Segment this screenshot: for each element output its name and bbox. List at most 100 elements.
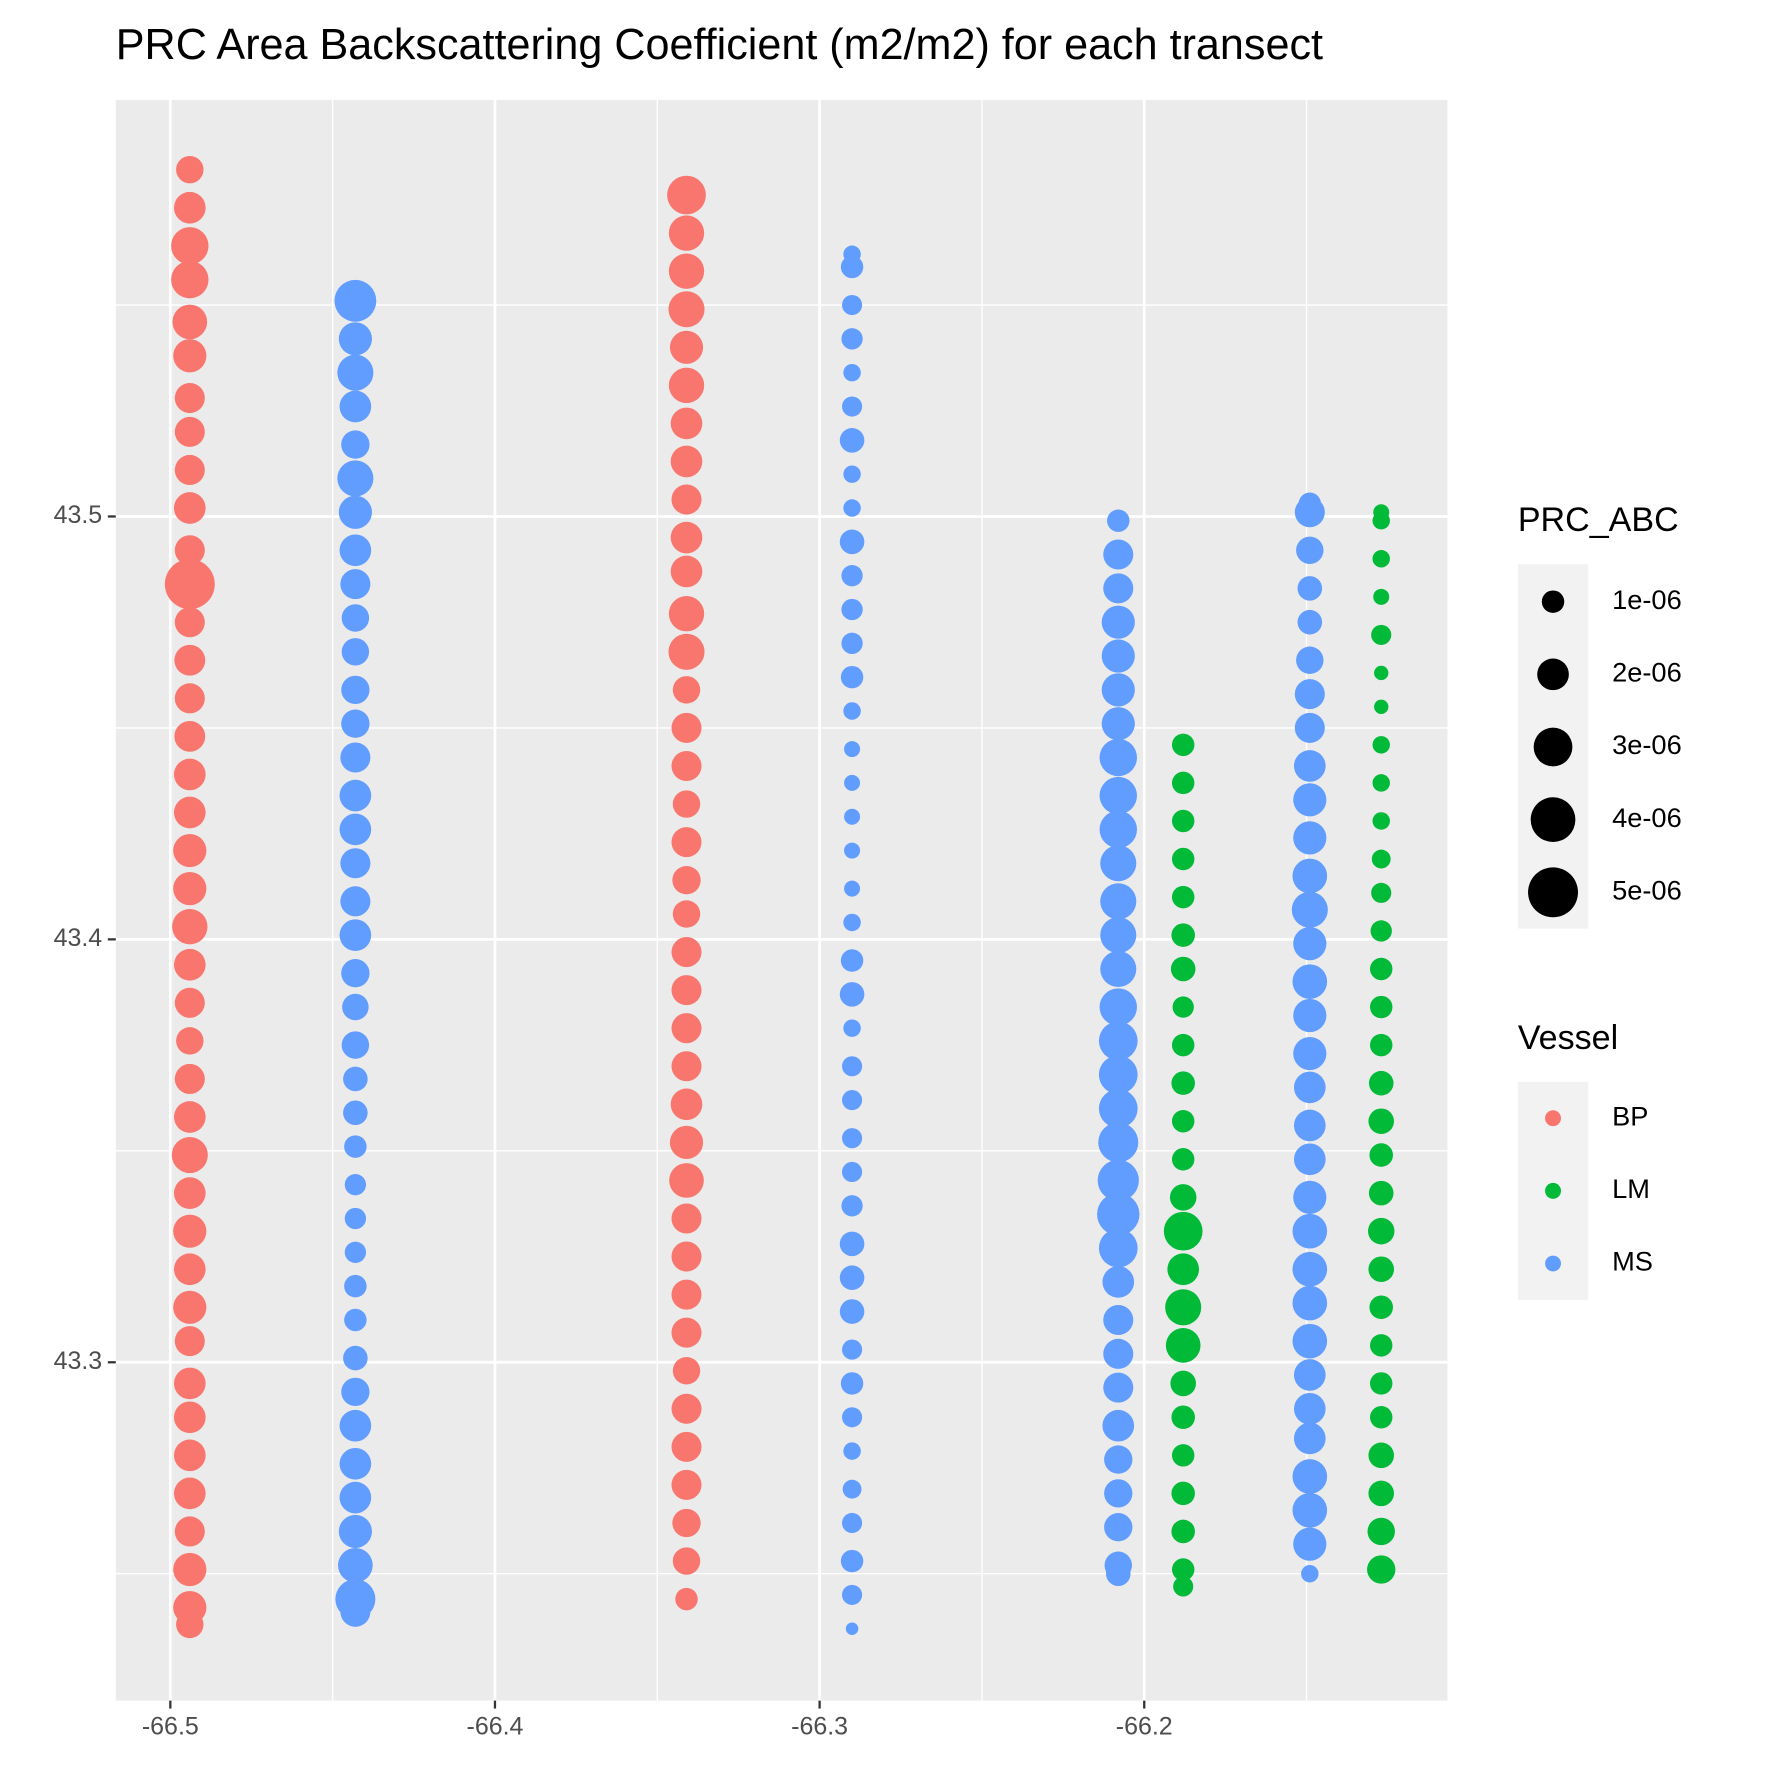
bubble <box>176 1610 204 1639</box>
bubble <box>1097 1193 1140 1236</box>
bubble <box>344 1207 367 1230</box>
bubble <box>845 1622 859 1635</box>
bubble <box>1291 891 1328 928</box>
bubble <box>1170 1370 1196 1397</box>
bubble <box>668 253 705 289</box>
size-legend-key <box>1537 658 1569 691</box>
bubble <box>174 1326 205 1357</box>
bubble <box>672 790 701 818</box>
bubble <box>844 774 861 791</box>
bubble <box>173 796 206 829</box>
bubble <box>668 215 705 251</box>
bubble <box>670 1088 703 1121</box>
bubble <box>341 1377 370 1407</box>
bubble <box>1372 812 1390 830</box>
bubble <box>343 1345 368 1371</box>
bubble <box>1369 1372 1393 1395</box>
bubble <box>174 416 205 447</box>
bubble <box>1163 1211 1203 1251</box>
bubble <box>1099 810 1137 849</box>
bubble <box>1165 1289 1202 1326</box>
bubble <box>669 1163 704 1198</box>
bubble <box>842 294 863 316</box>
bubble <box>1171 733 1195 757</box>
bubble <box>1369 1406 1393 1429</box>
bubble <box>1367 1217 1395 1245</box>
bubble <box>1293 1180 1327 1214</box>
bubble <box>675 1587 698 1611</box>
bubble <box>173 758 206 791</box>
bubble <box>1292 858 1328 894</box>
bubble <box>1098 1228 1138 1268</box>
color-legend-key <box>1545 1182 1561 1199</box>
bubble <box>1171 1071 1195 1095</box>
bubble <box>843 465 861 483</box>
bubble <box>334 279 377 322</box>
bubble <box>1369 1033 1393 1057</box>
bubble <box>344 1241 367 1263</box>
bubble <box>1374 699 1389 714</box>
bubble <box>669 1125 704 1159</box>
bubble <box>669 330 704 364</box>
bubble <box>1103 573 1134 604</box>
bubble <box>1104 1479 1133 1508</box>
bubble <box>339 1447 372 1480</box>
bubble <box>338 495 372 529</box>
bubble <box>1101 639 1135 673</box>
bubble <box>1292 1323 1328 1359</box>
bubble <box>672 900 701 928</box>
bubble <box>1294 712 1325 743</box>
bubble <box>176 155 204 184</box>
bubble <box>1371 882 1392 903</box>
bubble <box>173 1290 207 1324</box>
bubble <box>174 1063 205 1094</box>
bubble <box>843 1019 861 1037</box>
bubble <box>174 535 205 566</box>
size-legend-label: 1e-06 <box>1612 584 1682 615</box>
bubble <box>671 937 702 968</box>
bubble <box>670 555 703 588</box>
bubble <box>1293 1527 1327 1561</box>
bubble <box>173 339 207 373</box>
bubble <box>1292 1285 1328 1321</box>
bubble <box>173 1552 207 1587</box>
bubble <box>840 949 864 972</box>
bubble <box>1171 1558 1195 1581</box>
bubble <box>1171 1033 1195 1057</box>
bubble <box>1171 1444 1195 1467</box>
bubble <box>1171 771 1195 795</box>
bubble <box>671 1241 702 1272</box>
bubble <box>174 720 206 752</box>
bubble <box>1369 1295 1393 1320</box>
bubble <box>174 683 205 714</box>
bubble <box>341 430 370 459</box>
bubble <box>173 1253 206 1286</box>
size-legend-key <box>1533 727 1573 767</box>
bubble <box>173 872 207 906</box>
bubble <box>1368 1480 1395 1507</box>
bubble <box>174 987 205 1018</box>
bubble <box>671 1431 702 1462</box>
panel <box>115 99 1448 1701</box>
bubble <box>843 913 861 932</box>
bubble <box>671 827 702 858</box>
bubble <box>1100 917 1137 954</box>
color-legend-key <box>1545 1255 1561 1272</box>
bubble <box>1371 849 1391 869</box>
bubble <box>1104 1513 1133 1542</box>
bubble <box>1100 845 1137 882</box>
bubble <box>1372 774 1390 792</box>
bubble <box>671 1279 702 1310</box>
bubble <box>338 1514 372 1549</box>
bubble <box>1374 665 1389 681</box>
bubble <box>842 1407 863 1428</box>
bubble <box>668 633 705 670</box>
bubble <box>339 813 372 846</box>
bubble <box>1292 1459 1328 1494</box>
bubble <box>671 1051 702 1082</box>
bubble <box>668 596 705 632</box>
bubble <box>841 565 863 587</box>
x-tick-label: -66.3 <box>791 1712 848 1740</box>
bubble <box>1369 957 1393 981</box>
bubble <box>1369 1334 1393 1357</box>
